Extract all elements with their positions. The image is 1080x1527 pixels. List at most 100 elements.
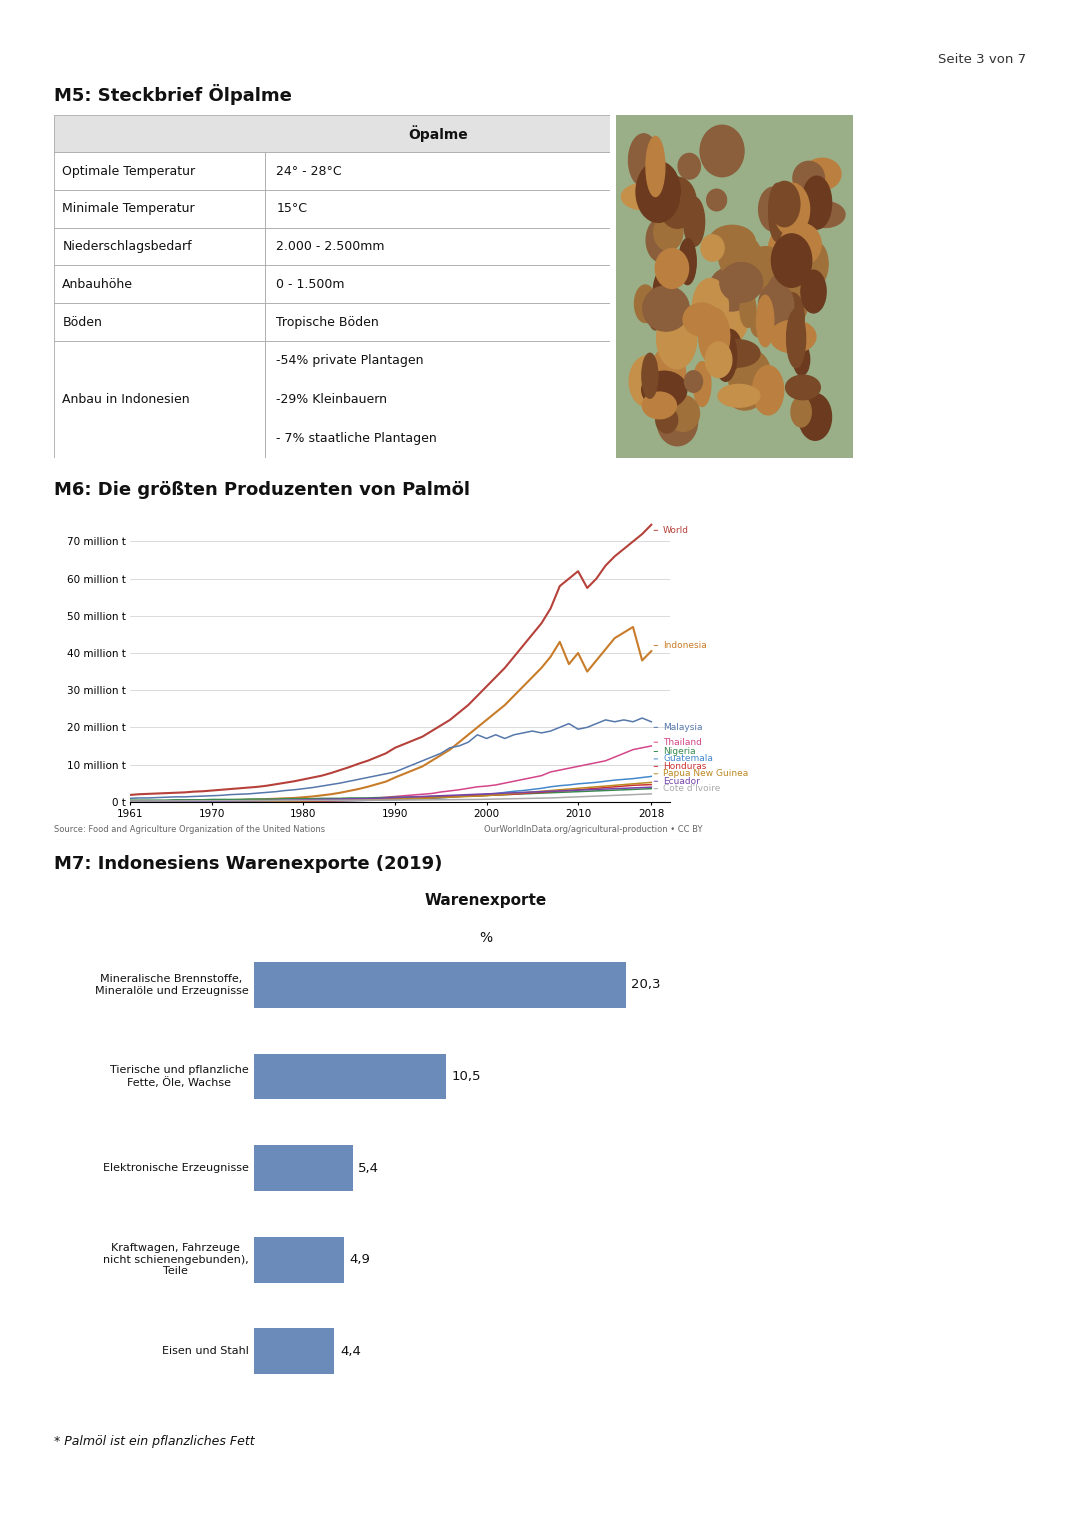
Ellipse shape: [700, 125, 744, 177]
Ellipse shape: [653, 269, 675, 318]
Text: -29% Kleinbauern: -29% Kleinbauern: [276, 392, 388, 406]
Ellipse shape: [635, 286, 656, 322]
Ellipse shape: [646, 136, 665, 197]
Text: Malaysia: Malaysia: [663, 722, 703, 731]
Ellipse shape: [769, 182, 800, 226]
Ellipse shape: [717, 330, 742, 371]
Ellipse shape: [727, 377, 762, 411]
Text: 5,4: 5,4: [359, 1162, 379, 1174]
Ellipse shape: [769, 183, 786, 241]
Ellipse shape: [701, 235, 724, 261]
Text: 4,4: 4,4: [340, 1345, 361, 1358]
Ellipse shape: [769, 228, 801, 272]
Text: 20,3: 20,3: [632, 979, 661, 991]
Text: Eisen und Stahl: Eisen und Stahl: [162, 1347, 248, 1356]
Ellipse shape: [643, 286, 689, 331]
Bar: [254, 1328, 335, 1374]
Text: 24° - 28°C: 24° - 28°C: [276, 165, 342, 177]
Text: Ecuador: Ecuador: [663, 777, 700, 786]
Ellipse shape: [706, 189, 727, 211]
Text: Anbau in Indonesien: Anbau in Indonesien: [63, 392, 190, 406]
Text: * Palmöl ist ein pflanzliches Fett: * Palmöl ist ein pflanzliches Fett: [54, 1435, 255, 1449]
Text: Kraftwagen, Fahrzeuge
nicht schienengebunden),
Teile: Kraftwagen, Fahrzeuge nicht schienengebu…: [103, 1243, 248, 1277]
Bar: [54, 341, 266, 458]
Ellipse shape: [785, 203, 810, 258]
Ellipse shape: [753, 365, 784, 415]
Bar: [54, 304, 266, 341]
Text: World: World: [663, 525, 689, 534]
Ellipse shape: [805, 202, 845, 228]
Ellipse shape: [794, 344, 810, 376]
Text: 15°C: 15°C: [276, 203, 308, 215]
Text: Elektronische Erzeugnisse: Elektronische Erzeugnisse: [103, 1164, 248, 1173]
Text: Anbauhöhe: Anbauhöhe: [63, 278, 133, 290]
Text: Papua New Guinea: Papua New Guinea: [663, 770, 748, 779]
Ellipse shape: [657, 397, 698, 446]
Text: Indonesia: Indonesia: [663, 641, 707, 651]
Ellipse shape: [767, 276, 786, 318]
Ellipse shape: [718, 385, 760, 408]
Text: 2.000 - 2.500mm: 2.000 - 2.500mm: [276, 240, 384, 253]
Bar: [54, 153, 266, 189]
Ellipse shape: [791, 397, 811, 428]
Text: - 7% staatliche Plantagen: - 7% staatliche Plantagen: [276, 432, 437, 444]
Ellipse shape: [687, 308, 716, 336]
Bar: [254, 1145, 353, 1191]
Text: Cote d'Ivoire: Cote d'Ivoire: [663, 785, 720, 793]
Ellipse shape: [621, 183, 665, 209]
Ellipse shape: [656, 249, 689, 289]
Ellipse shape: [653, 214, 683, 250]
Ellipse shape: [685, 371, 702, 392]
Ellipse shape: [777, 232, 816, 267]
Text: -54% private Plantagen: -54% private Plantagen: [276, 354, 424, 366]
Text: Tierische und pflanzliche
Fette, Öle, Wachse: Tierische und pflanzliche Fette, Öle, Wa…: [110, 1066, 248, 1087]
Ellipse shape: [636, 162, 680, 223]
Ellipse shape: [629, 134, 659, 186]
Ellipse shape: [756, 295, 774, 347]
Text: Guatemala: Guatemala: [663, 754, 713, 764]
Ellipse shape: [642, 353, 658, 399]
Ellipse shape: [758, 282, 794, 327]
Ellipse shape: [786, 308, 806, 368]
Bar: [266, 266, 610, 304]
Ellipse shape: [774, 183, 810, 235]
Ellipse shape: [657, 308, 697, 370]
Ellipse shape: [656, 406, 677, 434]
Text: M7: Indonesiens Warenexporte (2019): M7: Indonesiens Warenexporte (2019): [54, 855, 443, 873]
Bar: [254, 1237, 343, 1283]
Ellipse shape: [793, 162, 824, 195]
Ellipse shape: [678, 153, 701, 179]
Ellipse shape: [799, 189, 820, 229]
Ellipse shape: [720, 263, 762, 302]
Bar: [254, 962, 625, 1008]
Bar: [266, 189, 610, 228]
Ellipse shape: [780, 223, 821, 266]
Ellipse shape: [702, 298, 747, 345]
Bar: [254, 1054, 446, 1099]
Ellipse shape: [679, 238, 697, 284]
Ellipse shape: [765, 278, 808, 328]
Ellipse shape: [642, 371, 687, 408]
Bar: [266, 228, 610, 266]
Ellipse shape: [770, 321, 816, 353]
Ellipse shape: [705, 342, 732, 377]
Ellipse shape: [751, 312, 768, 337]
Bar: [54, 228, 266, 266]
Ellipse shape: [715, 339, 760, 366]
Ellipse shape: [715, 330, 737, 382]
Ellipse shape: [773, 211, 802, 243]
Ellipse shape: [745, 247, 785, 295]
Ellipse shape: [659, 177, 697, 228]
Bar: [54, 189, 266, 228]
Ellipse shape: [758, 188, 788, 231]
Text: Mineralische Brennstoffe,
Mineralöle und Erzeugnisse: Mineralische Brennstoffe, Mineralöle und…: [95, 974, 248, 996]
Ellipse shape: [643, 162, 673, 191]
Text: OurWorldInData.org/agricultural-production • CC BY: OurWorldInData.org/agricultural-producti…: [484, 825, 702, 834]
Bar: [266, 304, 610, 341]
Text: Niederschlagsbedarf: Niederschlagsbedarf: [63, 240, 192, 253]
Bar: [266, 341, 610, 458]
Ellipse shape: [710, 226, 755, 258]
Ellipse shape: [728, 350, 771, 402]
Ellipse shape: [802, 241, 828, 287]
Ellipse shape: [639, 180, 680, 211]
